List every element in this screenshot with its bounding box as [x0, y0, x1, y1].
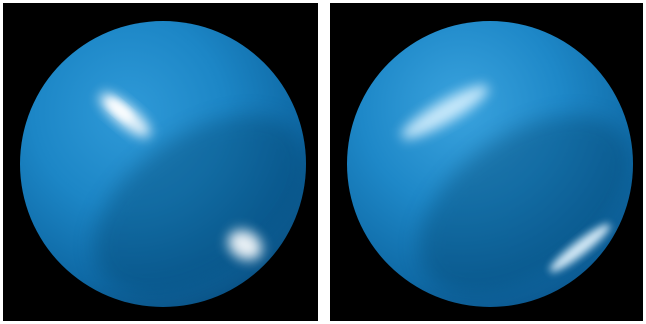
- left-sphere: [20, 21, 306, 307]
- sphere-shading: [401, 85, 632, 295]
- highlight: [549, 223, 611, 273]
- highlight: [227, 229, 263, 261]
- highlight: [401, 85, 489, 139]
- highlight-core: [107, 99, 133, 121]
- sphere-shading: [93, 93, 306, 295]
- right-sphere: [347, 21, 633, 307]
